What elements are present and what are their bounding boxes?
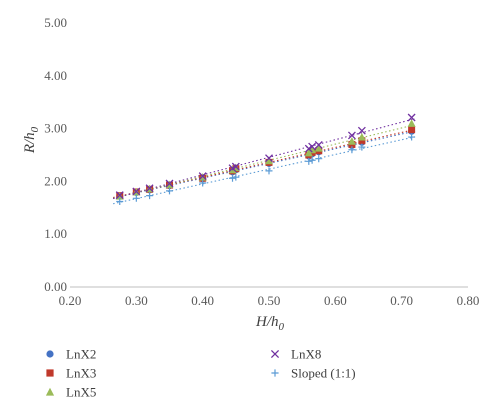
- y-tick-label: 3.00: [44, 121, 67, 136]
- data-point: [357, 132, 366, 141]
- data-point: [407, 113, 416, 122]
- data-point: [165, 179, 174, 188]
- legend-item: LnX5: [45, 385, 96, 400]
- trendline: [112, 124, 416, 199]
- data-point: [198, 172, 207, 181]
- data-points: [115, 113, 416, 205]
- legend-label: LnX2: [66, 347, 96, 362]
- data-point: [315, 155, 323, 163]
- legend-marker: [271, 369, 279, 377]
- y-axis-title: R/h0: [22, 126, 41, 154]
- data-point: [232, 173, 240, 181]
- legend-label: LnX3: [66, 366, 96, 381]
- data-point: [132, 194, 140, 202]
- legend-marker: [46, 350, 54, 358]
- legend-label: LnX8: [291, 347, 321, 362]
- data-point: [199, 179, 207, 187]
- trendline: [112, 128, 416, 199]
- legend-marker: [270, 349, 280, 359]
- data-point: [231, 162, 240, 171]
- legend-marker: [46, 369, 54, 377]
- legend-label: LnX5: [66, 385, 96, 400]
- data-point: [308, 142, 317, 151]
- trendline: [112, 118, 416, 200]
- legend-item: LnX8: [270, 347, 321, 362]
- data-point: [308, 145, 317, 154]
- data-point: [308, 156, 316, 164]
- data-point: [358, 143, 366, 151]
- data-point: [265, 156, 273, 165]
- data-point: [408, 133, 416, 141]
- data-point: [314, 144, 323, 152]
- data-point: [347, 137, 356, 145]
- x-tick-label: 0.70: [390, 293, 413, 308]
- x-tick-label: 0.40: [191, 293, 214, 308]
- legend-item: LnX3: [46, 366, 96, 381]
- y-tick-label: 2.00: [44, 173, 67, 188]
- y-tick-label: 1.00: [44, 226, 67, 241]
- data-point: [166, 187, 173, 195]
- data-point: [347, 131, 356, 140]
- x-tick-label: 0.20: [59, 293, 82, 308]
- data-point: [305, 157, 313, 165]
- data-point: [358, 137, 366, 145]
- x-axis-title: H/h0: [255, 314, 285, 333]
- y-tick-label: 0.00: [44, 279, 67, 294]
- data-point: [146, 192, 154, 200]
- data-point: [348, 146, 356, 154]
- y-tick-label: 4.00: [44, 68, 67, 83]
- legend-marker: [45, 387, 55, 396]
- x-tick-label: 0.80: [457, 293, 480, 308]
- x-tick-label: 0.60: [324, 293, 347, 308]
- data-point: [116, 197, 124, 205]
- data-point: [357, 126, 366, 135]
- legend: LnX2 LnX3 LnX5 LnX8 Sloped (1:1): [45, 347, 356, 400]
- data-point: [229, 174, 237, 182]
- data-point: [314, 141, 323, 149]
- x-tick-label: 0.30: [125, 293, 148, 308]
- y-tick-label: 5.00: [44, 15, 67, 30]
- trendline: [112, 130, 416, 199]
- x-tick-label: 0.50: [258, 293, 281, 308]
- data-point: [408, 126, 416, 134]
- legend-item: LnX2: [46, 347, 96, 362]
- legend-item: Sloped (1:1): [271, 366, 356, 381]
- trendlines: [112, 118, 416, 205]
- data-point: [265, 154, 273, 163]
- data-point: [145, 184, 154, 193]
- data-point: [132, 187, 141, 196]
- data-point: [407, 119, 416, 127]
- data-point: [115, 191, 124, 200]
- legend-label: Sloped (1:1): [291, 366, 356, 381]
- data-point: [265, 167, 273, 175]
- trendline: [112, 136, 416, 205]
- tick-labels: 0.20 0.30 0.40 0.50 0.60 0.70 0.80 0.00 1.00 2.00…: [44, 15, 479, 308]
